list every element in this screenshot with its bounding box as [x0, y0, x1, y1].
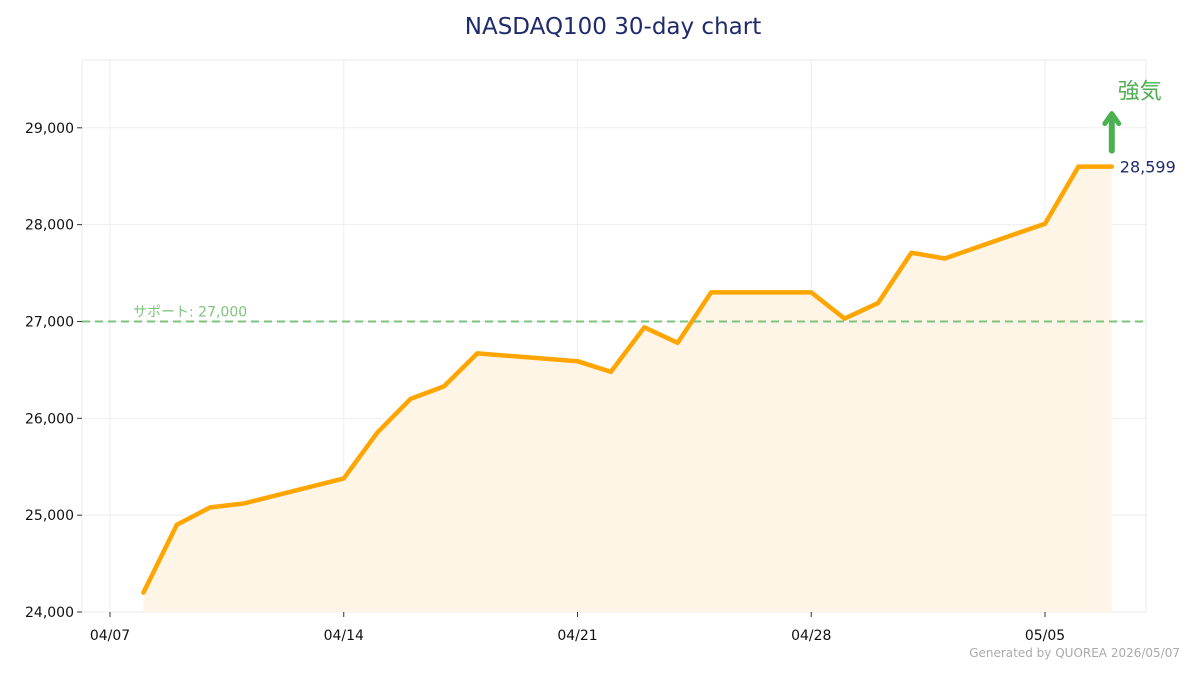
last-value-label: 28,599	[1120, 158, 1176, 177]
signal-label: 強気	[1118, 80, 1162, 105]
y-tick-label: 26,000	[25, 411, 74, 427]
x-tick-label: 04/14	[324, 628, 364, 644]
series-area-fill	[143, 166, 1112, 612]
y-tick-label: 29,000	[25, 121, 74, 137]
y-tick-label: 28,000	[25, 218, 74, 234]
generated-footer: Generated by QUOREA 2026/05/07	[969, 646, 1180, 660]
chart-title: NASDAQ100 30-day chart	[465, 14, 761, 40]
series	[141, 164, 1115, 612]
y-tick-label: 25,000	[25, 508, 74, 524]
bullish-arrow-head-icon	[1102, 111, 1122, 127]
x-tick-label: 05/05	[1025, 628, 1065, 644]
y-tick-label: 24,000	[25, 605, 74, 621]
annotations: 28,599 強気	[1102, 80, 1176, 177]
y-axis: 24,000 25,000 26,000 27,000 28,000 29,000	[25, 121, 82, 621]
support-line-group: サポート: 27,000	[82, 304, 1146, 323]
series-line	[141, 164, 1115, 595]
x-axis: 04/07 04/14 04/21 04/28 05/05	[90, 612, 1065, 644]
x-tick-label: 04/07	[90, 628, 130, 644]
x-tick-label: 04/28	[791, 628, 831, 644]
x-tick-label: 04/21	[557, 628, 597, 644]
support-label: サポート: 27,000	[133, 304, 247, 320]
y-tick-label: 27,000	[25, 314, 74, 330]
